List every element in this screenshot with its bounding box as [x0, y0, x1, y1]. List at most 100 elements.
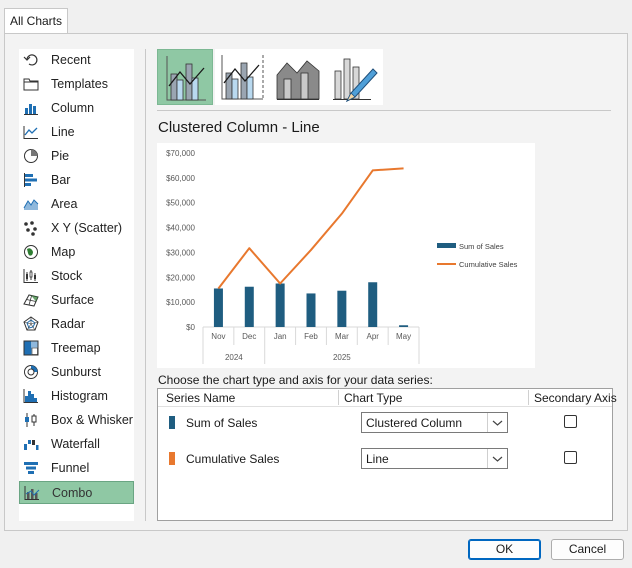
chart-type-label: Pie: [51, 149, 70, 163]
chevron-down-icon[interactable]: [487, 449, 507, 468]
divider: [157, 110, 611, 111]
area-chart-icon: [23, 196, 39, 212]
chart-type-dropdown[interactable]: Line: [361, 448, 508, 469]
x-tick-label: Apr: [366, 332, 379, 341]
bar: [275, 283, 285, 327]
chart-type-label: Surface: [51, 293, 95, 307]
chart-type-sunburst[interactable]: Sunburst: [19, 361, 134, 384]
radar-chart-icon: [23, 316, 39, 332]
pie-chart-icon: [23, 148, 39, 164]
y-tick-label: $0: [186, 323, 195, 332]
recent-icon: [23, 52, 39, 68]
chart-type-stock[interactable]: Stock: [19, 265, 134, 288]
chart-type-treemap[interactable]: Treemap: [19, 337, 134, 360]
chart-type-line[interactable]: Line: [19, 121, 134, 144]
stock-chart-icon: [23, 268, 39, 284]
chart-type-scatter[interactable]: X Y (Scatter): [19, 217, 134, 240]
clustered-column-line-secondary-axis-icon: [221, 55, 264, 100]
cancel-button[interactable]: Cancel: [551, 539, 624, 560]
funnel-chart-icon: [23, 460, 39, 476]
y-tick-label: $60,000: [166, 174, 195, 183]
legend-label: Sum of Sales: [459, 242, 504, 251]
chart-type-combo[interactable]: Combo: [19, 481, 134, 504]
x-tick-label: Jan: [274, 332, 287, 341]
chart-type-pie[interactable]: Pie: [19, 145, 134, 168]
x-tick-label: Mar: [335, 332, 349, 341]
bar: [213, 288, 223, 327]
chart-type-value: Line: [366, 452, 389, 466]
secondary-axis-checkbox[interactable]: [564, 415, 577, 428]
chart-type-surface[interactable]: Surface: [19, 289, 134, 312]
waterfall-chart-icon: [23, 436, 39, 452]
preview-title: Clustered Column - Line: [158, 119, 320, 136]
stacked-area-clustered-column-icon: [276, 60, 320, 100]
y-tick-label: $20,000: [166, 273, 195, 282]
clustered-column-line-icon: [166, 56, 206, 101]
chart-type-label: Templates: [51, 77, 108, 91]
chart-type-bar[interactable]: Bar: [19, 169, 134, 192]
chart-type-label: Stock: [51, 269, 83, 283]
column-header-chart-type: Chart Type: [344, 391, 403, 405]
chart-type-label: Histogram: [51, 389, 108, 403]
subtype-clustered-column-line-secondary-axis[interactable]: [215, 49, 271, 105]
combo-chart-icon: [24, 485, 40, 501]
x-tick-label: Dec: [242, 332, 256, 341]
secondary-axis-checkbox[interactable]: [564, 451, 577, 464]
chart-type-area[interactable]: Area: [19, 193, 134, 216]
chart-type-label: Sunburst: [51, 365, 102, 379]
x-tick-label: Nov: [211, 332, 225, 341]
tab-all-charts[interactable]: All Charts: [4, 8, 68, 34]
combo-chart: $0 $10,000 $20,000 $30,000 $40,000 $50,000 $60…: [166, 149, 518, 364]
chart-type-funnel[interactable]: Funnel: [19, 457, 134, 480]
chart-type-label: Radar: [51, 317, 86, 331]
chart-type-box-whisker[interactable]: Box & Whisker: [19, 409, 134, 432]
chart-type-label: Area: [51, 197, 78, 211]
column-chart-icon: [23, 100, 39, 116]
chart-type-label: Waterfall: [51, 437, 100, 451]
y-tick-label: $50,000: [166, 199, 195, 208]
surface-chart-icon: [23, 292, 39, 308]
chart-preview: $0 $10,000 $20,000 $30,000 $40,000 $50,000 $60…: [157, 143, 535, 368]
chart-type-label: X Y (Scatter): [51, 221, 123, 235]
line-chart-icon: [23, 124, 39, 140]
chart-type-column[interactable]: Column: [19, 97, 134, 120]
bar: [306, 293, 316, 327]
chart-type-label: Treemap: [51, 341, 101, 355]
ok-button[interactable]: OK: [468, 539, 541, 560]
chart-type-label: Recent: [51, 53, 91, 67]
histogram-chart-icon: [23, 388, 39, 404]
x-tick-label: May: [396, 332, 411, 341]
chart-type-label: Map: [51, 245, 76, 259]
category-group-label: 2024: [225, 353, 243, 362]
chevron-down-icon[interactable]: [487, 413, 507, 432]
bar: [337, 290, 347, 327]
y-tick-label: $70,000: [166, 149, 195, 158]
series-name: Cumulative Sales: [186, 452, 280, 466]
legend-swatch: [437, 243, 456, 248]
chart-type-dropdown[interactable]: Clustered Column: [361, 412, 508, 433]
chart-type-label: Line: [51, 125, 75, 139]
column-divider: [338, 390, 339, 405]
treemap-chart-icon: [23, 340, 39, 356]
chart-type-label: Column: [51, 101, 95, 115]
templates-icon: [23, 76, 39, 92]
bar: [399, 325, 409, 327]
chart-type-label: Box & Whisker: [51, 413, 133, 427]
series-name: Sum of Sales: [186, 416, 258, 430]
chart-type-histogram[interactable]: Histogram: [19, 385, 134, 408]
column-header-secondary-axis: Secondary Axis: [534, 391, 617, 405]
scatter-chart-icon: [23, 220, 39, 236]
subtype-stacked-area-clustered-column[interactable]: [271, 49, 327, 105]
subtype-custom-combination[interactable]: [327, 49, 383, 105]
chart-type-radar[interactable]: Radar: [19, 313, 134, 336]
chart-type-waterfall[interactable]: Waterfall: [19, 433, 134, 456]
chart-type-label: Bar: [51, 173, 71, 187]
map-chart-icon: [23, 244, 39, 260]
chart-type-templates[interactable]: Templates: [19, 73, 134, 96]
tab-strip: All Charts: [0, 0, 632, 34]
chart-type-map[interactable]: Map: [19, 241, 134, 264]
chart-type-recent[interactable]: Recent: [19, 49, 134, 72]
divider: [145, 49, 146, 521]
series-color-swatch: [169, 416, 175, 429]
subtype-clustered-column-line[interactable]: [157, 49, 213, 105]
